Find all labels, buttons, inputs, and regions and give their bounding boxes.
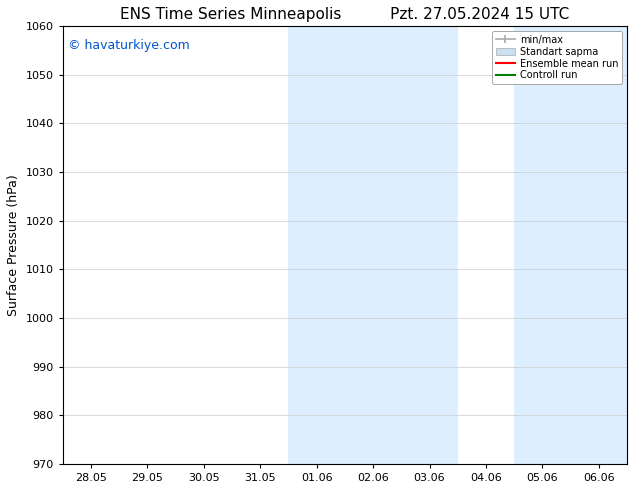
Title: ENS Time Series Minneapolis          Pzt. 27.05.2024 15 UTC: ENS Time Series Minneapolis Pzt. 27.05.2…	[120, 7, 569, 22]
Y-axis label: Surface Pressure (hPa): Surface Pressure (hPa)	[7, 174, 20, 316]
Bar	[514, 26, 627, 464]
Legend: min/max, Standart sapma, Ensemble mean run, Controll run: min/max, Standart sapma, Ensemble mean r…	[491, 31, 622, 84]
Text: © havaturkiye.com: © havaturkiye.com	[68, 39, 190, 52]
Bar	[288, 26, 458, 464]
